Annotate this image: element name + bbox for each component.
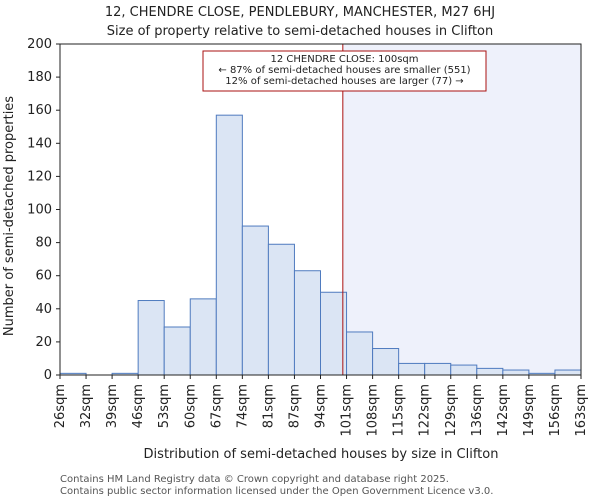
y-tick-label: 80 [35,236,52,251]
x-tick-label: 81sqm [261,384,276,428]
annotation-box: 12 CHENDRE CLOSE: 100sqm ← 87% of semi-d… [202,50,487,92]
x-axis-title: Distribution of semi-detached houses by … [144,447,499,462]
x-tick-label: 94sqm [314,384,329,428]
annotation-smaller: ← 87% of semi-detached houses are smalle… [218,65,470,76]
y-tick-label: 0 [44,368,52,383]
x-tick-label: 32sqm [79,384,94,428]
x-tick-label: 115sqm [392,384,407,437]
x-tick-label: 39sqm [105,384,120,428]
x-tick-label: 122sqm [418,384,433,437]
x-tick-label: 60sqm [183,384,198,428]
footer-licence: Contains public sector information licen… [60,486,493,497]
annotation-larger: 12% of semi-detached houses are larger (… [225,76,463,87]
x-tick-label: 142sqm [496,384,511,437]
x-tick-label: 136sqm [470,384,485,437]
x-tick-label: 87sqm [287,384,302,428]
y-tick-label: 160 [27,103,52,118]
y-tick-label: 20 [35,335,52,350]
plot-area: 0 20 40 60 80 100 120 140 160 180 200 26sqm 32sqm 39… [27,37,589,437]
x-tick-label: 129sqm [444,384,459,437]
x-tick-label: 74sqm [235,384,250,428]
annotation-frame [202,50,487,92]
bar-156sqm [554,369,582,376]
x-tick-label: 26sqm [53,384,68,428]
bar-53sqm [163,326,191,376]
bars [59,114,582,376]
bar-142sqm [502,369,530,376]
y-tick-label: 120 [27,169,52,184]
bar-115sqm [398,362,426,376]
y-tick-label: 100 [27,203,52,218]
bar-60sqm [189,298,217,376]
x-tick-label: 156sqm [548,384,563,437]
y-tick-label: 60 [35,269,52,284]
bar-74sqm [241,225,269,376]
bar-46sqm [137,300,165,376]
y-tick-label: 140 [27,136,52,151]
x-tick-label: 101sqm [340,384,355,437]
bar-129sqm [450,364,478,376]
x-tick-label: 67sqm [209,384,224,428]
bar-67sqm [215,114,243,376]
annotation-title: 12 CHENDRE CLOSE: 100sqm [270,54,418,65]
y-axis-ticks: 0 20 40 60 80 100 120 140 160 180 200 [27,37,60,383]
bar-136sqm [476,367,504,376]
chart-title: 12, CHENDRE CLOSE, PENDLEBURY, MANCHESTE… [105,5,495,20]
x-tick-label: 53sqm [157,384,172,428]
x-tick-label: 46sqm [131,384,146,428]
x-tick-label: 108sqm [366,384,381,437]
footer-copyright: Contains HM Land Registry data © Crown c… [60,474,449,485]
larger-properties-region [342,44,581,375]
bar-87sqm [293,270,322,376]
y-tick-label: 200 [27,37,52,52]
bar-101sqm [346,331,374,376]
y-tick-label: 180 [27,70,52,85]
x-tick-label: 149sqm [522,384,537,437]
bar-122sqm [424,362,452,376]
y-axis-title: Number of semi-detached properties [2,96,17,336]
x-axis-ticks: 26sqm 32sqm 39sqm 46sqm 53sqm 60sqm 67sqm 74sqm… [53,375,589,437]
x-tick-label: 163sqm [574,384,589,437]
bar-81sqm [267,243,295,376]
chart-subtitle: Size of property relative to semi-detach… [107,24,493,39]
y-tick-label: 40 [35,302,52,317]
bar-108sqm [372,348,400,376]
